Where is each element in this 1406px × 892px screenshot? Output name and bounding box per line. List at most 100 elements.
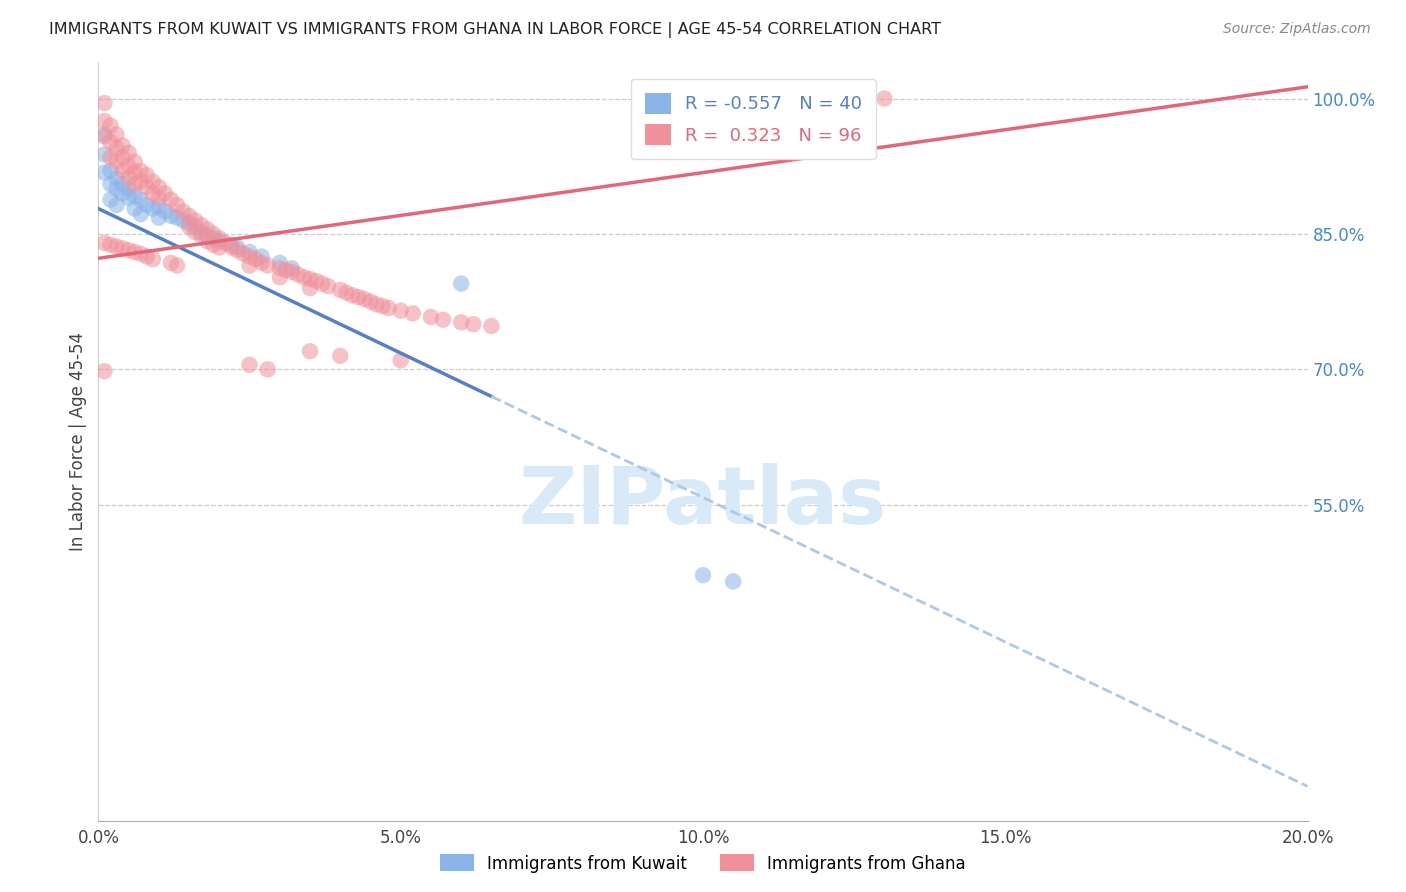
Point	[93, 235, 115, 250]
Point	[316, 279, 339, 293]
Point	[124, 202, 146, 216]
Y-axis label: In Labor Force | Age 45-54: In Labor Force | Age 45-54	[69, 332, 87, 551]
Point	[124, 154, 146, 169]
Text: Source: ZipAtlas.com: Source: ZipAtlas.com	[1223, 22, 1371, 37]
Point	[179, 219, 201, 234]
Point	[190, 218, 212, 232]
Point	[256, 259, 278, 273]
Point	[105, 198, 128, 212]
Point	[299, 272, 322, 286]
Point	[250, 256, 273, 270]
Point	[239, 259, 262, 273]
Point	[93, 96, 115, 111]
Point	[190, 228, 212, 243]
Point	[105, 182, 128, 196]
Point	[129, 163, 152, 178]
Point	[250, 250, 273, 264]
Point	[420, 310, 443, 324]
Point	[148, 200, 170, 214]
Point	[208, 231, 231, 245]
Point	[463, 317, 485, 331]
Point	[172, 204, 194, 219]
Point	[292, 270, 315, 285]
Point	[287, 268, 309, 282]
Point	[118, 145, 141, 160]
Point	[124, 189, 146, 203]
Point	[274, 263, 297, 277]
Point	[239, 244, 262, 259]
Point	[360, 294, 382, 309]
Point	[105, 141, 128, 155]
Point	[256, 362, 278, 376]
Point	[299, 344, 322, 359]
Point	[135, 168, 157, 182]
Point	[100, 193, 122, 207]
Point	[124, 165, 146, 179]
Point	[402, 306, 425, 320]
Point	[118, 243, 141, 257]
Point	[221, 237, 243, 252]
Point	[195, 234, 218, 248]
Point	[329, 349, 352, 363]
Point	[179, 216, 201, 230]
Point	[202, 237, 225, 252]
Point	[245, 252, 267, 267]
Point	[93, 128, 115, 142]
Point	[184, 219, 207, 234]
Point	[353, 292, 375, 306]
Point	[208, 240, 231, 254]
Point	[135, 198, 157, 212]
Point	[202, 227, 225, 241]
Point	[166, 211, 188, 225]
Point	[692, 568, 714, 582]
Point	[179, 209, 201, 223]
Point	[111, 178, 134, 192]
Point	[111, 138, 134, 153]
Point	[226, 243, 249, 257]
Point	[377, 301, 399, 315]
Point	[148, 191, 170, 205]
Point	[153, 204, 176, 219]
Point	[389, 353, 412, 368]
Point	[124, 244, 146, 259]
Point	[269, 256, 291, 270]
Point	[100, 119, 122, 133]
Point	[111, 150, 134, 164]
Point	[100, 150, 122, 164]
Point	[124, 178, 146, 192]
Point	[135, 250, 157, 264]
Point	[111, 163, 134, 178]
Point	[111, 241, 134, 255]
Point	[873, 91, 896, 105]
Point	[105, 171, 128, 186]
Point	[118, 159, 141, 173]
Point	[184, 213, 207, 227]
Point	[366, 297, 388, 311]
Point	[93, 129, 115, 144]
Point	[142, 252, 165, 267]
Point	[105, 128, 128, 142]
Point	[226, 240, 249, 254]
Point	[214, 235, 236, 250]
Point	[269, 270, 291, 285]
Point	[148, 211, 170, 225]
Point	[100, 135, 122, 149]
Point	[208, 234, 231, 248]
Point	[148, 180, 170, 194]
Point	[281, 265, 304, 279]
Point	[190, 225, 212, 239]
Point	[118, 182, 141, 196]
Point	[166, 198, 188, 212]
Point	[142, 186, 165, 201]
Point	[129, 175, 152, 189]
Point	[142, 175, 165, 189]
Point	[129, 247, 152, 261]
Point	[232, 247, 254, 261]
Point	[105, 239, 128, 253]
Point	[723, 574, 745, 589]
Point	[166, 259, 188, 273]
Text: IMMIGRANTS FROM KUWAIT VS IMMIGRANTS FROM GHANA IN LABOR FORCE | AGE 45-54 CORRE: IMMIGRANTS FROM KUWAIT VS IMMIGRANTS FRO…	[49, 22, 941, 38]
Point	[105, 154, 128, 169]
Point	[305, 274, 328, 288]
Point	[311, 277, 333, 291]
